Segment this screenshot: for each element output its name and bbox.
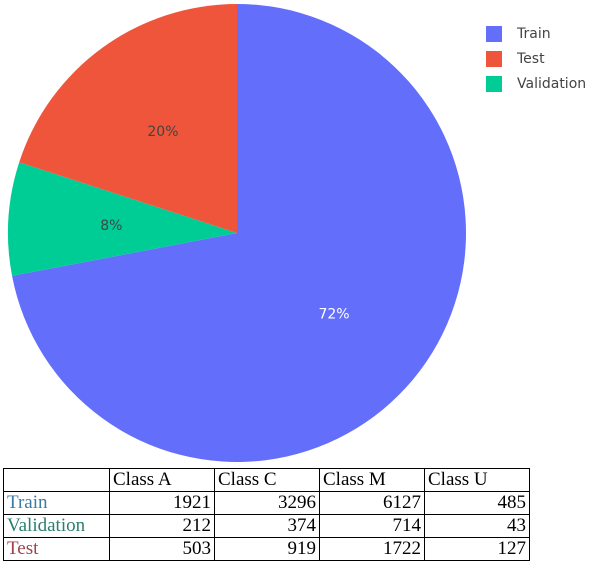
- table-cell: 1722: [319, 537, 425, 561]
- legend-swatch-train: [486, 25, 502, 42]
- table-cell: 374: [214, 514, 320, 538]
- pie-slice-test[interactable]: [19, 4, 238, 233]
- slice-label-test: 20%: [147, 124, 178, 140]
- legend-item-train[interactable]: Train: [486, 21, 597, 46]
- legend-swatch-test: [486, 50, 502, 67]
- row-label-train: Train: [3, 491, 110, 515]
- pie-slice-train[interactable]: [12, 4, 467, 462]
- table-header-class-u: Class U: [424, 468, 530, 492]
- table-row: Validation 212 374 714 43: [3, 514, 530, 538]
- legend-item-validation[interactable]: Validation: [486, 71, 597, 96]
- table-cell: 503: [109, 537, 215, 561]
- legend-label-test: Test: [517, 50, 545, 67]
- table-cell: 485: [424, 491, 530, 515]
- table-cell: 43: [424, 514, 530, 538]
- pie-slice-labels: 72% 8% 20%: [100, 124, 349, 322]
- table-header-class-a: Class A: [109, 468, 215, 492]
- pie-chart: 72% 8% 20%: [7, 4, 467, 462]
- legend-item-test[interactable]: Test: [486, 46, 597, 71]
- table-row: Test 503 919 1722 127: [3, 537, 530, 561]
- table-cell: 3296: [214, 491, 320, 515]
- table-header-class-c: Class C: [214, 468, 320, 492]
- table-header-row: Class A Class C Class M Class U: [3, 468, 530, 492]
- row-label-test: Test: [3, 537, 110, 561]
- table-cell: 919: [214, 537, 320, 561]
- table-cell: 127: [424, 537, 530, 561]
- legend: Train Test Validation: [486, 21, 597, 96]
- table-header-class-m: Class M: [319, 468, 425, 492]
- table-cell: 212: [109, 514, 215, 538]
- legend-label-train: Train: [517, 25, 551, 42]
- table-cell: 714: [319, 514, 425, 538]
- legend-label-validation: Validation: [517, 75, 587, 92]
- pie-slices: [7, 4, 467, 462]
- table-row: Train 1921 3296 6127 485: [3, 491, 530, 515]
- table-header-corner: [3, 468, 110, 492]
- table-cell: 1921: [109, 491, 215, 515]
- row-label-validation: Validation: [3, 514, 110, 538]
- class-counts-table: Class A Class C Class M Class U Train 19…: [3, 468, 530, 561]
- slice-label-validation: 8%: [100, 218, 122, 234]
- pie-slice-validation[interactable]: [7, 162, 238, 276]
- slice-label-train: 72%: [318, 306, 349, 322]
- legend-swatch-validation: [486, 75, 502, 92]
- table-cell: 6127: [319, 491, 425, 515]
